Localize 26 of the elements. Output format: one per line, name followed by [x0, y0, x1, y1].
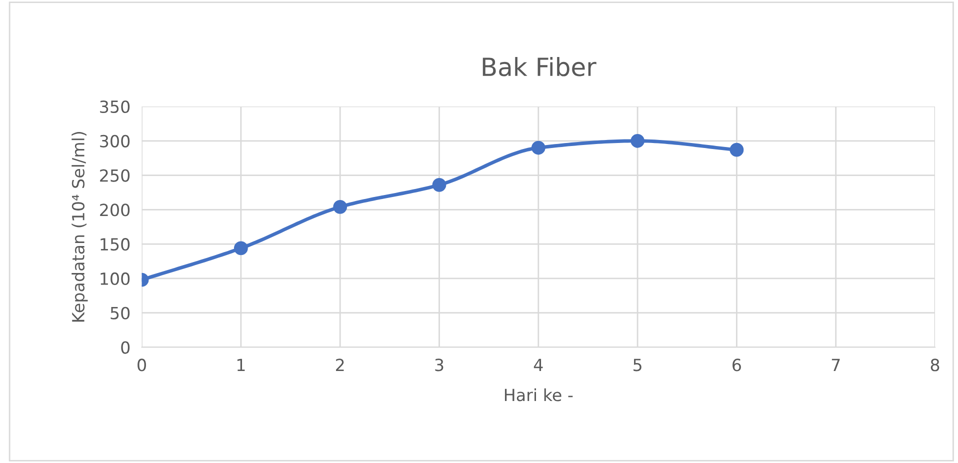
y-axis-title: Kepadatan (10⁴ Sel/ml): [72, 132, 88, 322]
y-tick-label: 50: [110, 306, 130, 320]
point: [630, 134, 644, 148]
x-tick-label: 1: [237, 358, 245, 372]
y-tick-label: 150: [100, 238, 130, 251]
x-tick-label: 0: [138, 358, 146, 372]
point: [531, 140, 546, 155]
x-tick-label: 5: [634, 358, 642, 372]
point: [234, 241, 248, 256]
point: [333, 200, 348, 214]
x-tick-label: 4: [534, 358, 543, 372]
y-tick-label: 250: [100, 169, 130, 182]
x-tick-label: 8: [930, 358, 940, 372]
x-tick-label: 6: [732, 358, 741, 372]
x-tick-label: 3: [435, 358, 444, 372]
x-tick-label: 7: [832, 358, 840, 372]
chart-title: Bak Fiber: [482, 56, 596, 76]
point: [730, 142, 744, 157]
y-tick-label: 200: [100, 204, 130, 216]
y-tick-label: 0: [121, 341, 130, 354]
point: [432, 178, 446, 192]
y-tick-label: 350: [100, 100, 130, 114]
y-tick-label: 300: [100, 134, 130, 148]
y-tick-label: 100: [100, 272, 130, 286]
x-axis-title: Hari ke -: [504, 388, 573, 402]
x-tick-label: 2: [336, 358, 344, 372]
